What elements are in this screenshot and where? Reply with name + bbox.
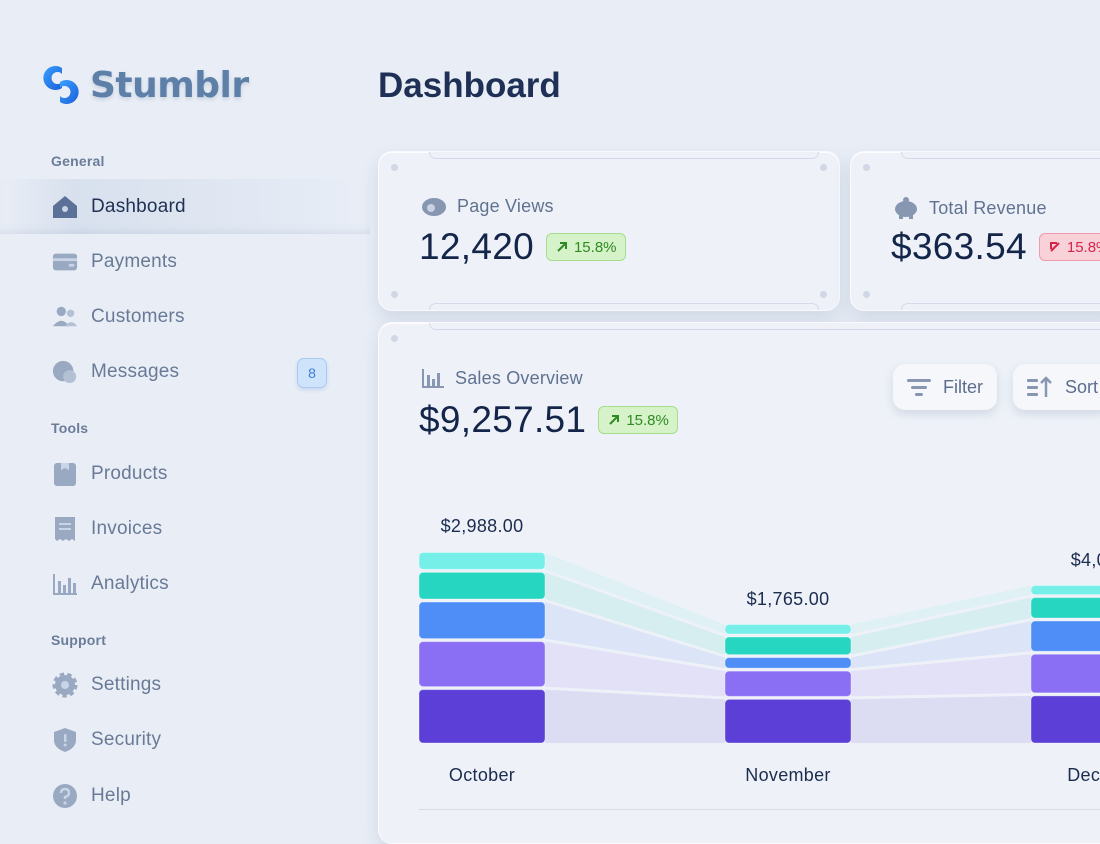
sales-overview-value: $9,257.51 bbox=[419, 399, 587, 440]
x-axis-label: November bbox=[745, 765, 831, 785]
page-views-card: Page Views 12,420 15.8% bbox=[378, 151, 840, 311]
sort-label: Sort bbox=[1065, 376, 1099, 397]
sidebar-item-label: Security bbox=[91, 728, 162, 750]
bar-segment-october-4[interactable] bbox=[418, 571, 546, 600]
sales-overview-card: Sales Overview $9,257.51 15.8% Filter So… bbox=[378, 322, 1100, 844]
bar-total-label: $4,00 bbox=[1070, 549, 1100, 570]
sidebar-item-payments[interactable]: Payments bbox=[0, 234, 370, 289]
filter-button[interactable]: Filter bbox=[893, 364, 997, 410]
x-axis-label: October bbox=[448, 765, 516, 785]
arrow-up-right-icon bbox=[609, 415, 620, 425]
flow-band bbox=[851, 585, 1031, 635]
bar-segment-december-3[interactable] bbox=[1030, 620, 1100, 652]
bar-segment-october-3[interactable] bbox=[418, 601, 546, 640]
sidebar-item-messages[interactable]: Messages 8 bbox=[0, 344, 370, 399]
sidebar-item-label: Settings bbox=[91, 673, 162, 695]
users-icon bbox=[52, 304, 78, 330]
brand-logo: Stumblr bbox=[40, 64, 249, 106]
bar-segment-december-5[interactable] bbox=[1030, 585, 1100, 596]
sales-overview-label: Sales Overview bbox=[455, 367, 583, 388]
sidebar-item-label: Customers bbox=[91, 305, 185, 327]
shield-icon bbox=[52, 727, 78, 753]
page-title: Dashboard bbox=[378, 66, 561, 105]
x-axis-label: Decen bbox=[1067, 765, 1100, 785]
piggy-bank-icon bbox=[895, 197, 917, 219]
flow-band bbox=[545, 572, 725, 655]
bar-segment-november-1[interactable] bbox=[724, 698, 852, 744]
total-revenue-change: 15.8% bbox=[1066, 238, 1100, 256]
sidebar-item-label: Invoices bbox=[91, 517, 163, 539]
home-icon bbox=[52, 194, 78, 220]
logo-icon bbox=[43, 66, 79, 104]
sidebar-item-label: Messages bbox=[91, 360, 180, 382]
bar-total-label: $1,765.00 bbox=[746, 588, 830, 609]
sidebar-item-settings[interactable]: Settings bbox=[0, 657, 370, 712]
sidebar-item-label: Dashboard bbox=[91, 195, 186, 217]
bar-segment-december-1[interactable] bbox=[1030, 695, 1100, 744]
flow-band bbox=[851, 654, 1031, 697]
sidebar-item-invoices[interactable]: Invoices bbox=[0, 501, 370, 556]
flow-band bbox=[545, 641, 725, 697]
bar-segment-october-1[interactable] bbox=[418, 689, 546, 744]
bar-segment-november-5[interactable] bbox=[724, 624, 852, 635]
sidebar-item-customers[interactable]: Customers bbox=[0, 289, 370, 344]
sidebar-item-label: Products bbox=[91, 462, 168, 484]
flow-band bbox=[545, 602, 725, 669]
filter-label: Filter bbox=[943, 376, 983, 397]
arrow-up-right-icon bbox=[557, 242, 567, 252]
sales-chart bbox=[418, 551, 1100, 744]
sort-button[interactable]: Sort bbox=[1013, 364, 1100, 410]
sidebar-item-analytics[interactable]: Analytics bbox=[0, 556, 370, 611]
sidebar-item-label: Analytics bbox=[91, 572, 169, 594]
credit-card-icon bbox=[52, 249, 78, 275]
help-icon bbox=[52, 783, 78, 809]
eye-icon bbox=[422, 197, 446, 216]
total-revenue-card: Total Revenue $363.54 15.8% bbox=[850, 151, 1100, 311]
section-label-general: General bbox=[51, 153, 105, 169]
bar-segment-november-2[interactable] bbox=[724, 670, 852, 697]
arrow-down-left-icon bbox=[1049, 242, 1060, 252]
sales-change: 15.8% bbox=[626, 411, 669, 429]
section-label-tools: Tools bbox=[51, 420, 89, 436]
sort-icon bbox=[1027, 376, 1052, 397]
bar-segment-december-2[interactable] bbox=[1030, 653, 1100, 694]
flow-band bbox=[851, 621, 1031, 669]
box-icon bbox=[52, 461, 78, 487]
sidebar-item-dashboard[interactable]: Dashboard bbox=[0, 179, 370, 234]
total-revenue-change-badge: 15.8% bbox=[1038, 233, 1100, 261]
bar-segment-november-3[interactable] bbox=[724, 657, 852, 669]
sidebar-item-products[interactable]: Products bbox=[0, 446, 370, 501]
flow-band bbox=[545, 552, 725, 635]
bar-total-label: $2,988.00 bbox=[440, 516, 524, 537]
messages-count-badge: 8 bbox=[297, 358, 327, 388]
bar-chart-icon bbox=[422, 369, 444, 388]
page-views-value: 12,420 bbox=[419, 226, 534, 267]
bar-segment-november-4[interactable] bbox=[724, 636, 852, 656]
flow-band bbox=[851, 695, 1031, 743]
page-views-change-badge: 15.8% bbox=[545, 233, 626, 261]
brand-name: Stumblr bbox=[90, 64, 249, 106]
flow-band bbox=[545, 689, 725, 743]
page-views-change: 15.8% bbox=[573, 238, 617, 256]
gear-icon bbox=[52, 672, 78, 698]
sales-change-badge: 15.8% bbox=[598, 406, 678, 434]
section-label-support: Support bbox=[51, 632, 107, 648]
sidebar-item-security[interactable]: Security bbox=[0, 712, 370, 767]
bar-segment-october-5[interactable] bbox=[418, 551, 546, 570]
total-revenue-label: Total Revenue bbox=[929, 197, 1047, 218]
bar-chart-icon bbox=[52, 571, 78, 597]
bar-segment-october-2[interactable] bbox=[418, 641, 546, 688]
filter-icon bbox=[907, 379, 931, 396]
page-views-label: Page Views bbox=[457, 196, 554, 216]
sidebar-item-label: Help bbox=[91, 784, 131, 806]
chat-icon bbox=[52, 359, 78, 385]
receipt-icon bbox=[52, 516, 78, 542]
sidebar-item-label: Payments bbox=[91, 250, 178, 272]
bar-segment-december-4[interactable] bbox=[1030, 597, 1100, 619]
chart-divider bbox=[419, 809, 1100, 810]
sidebar-item-help[interactable]: Help bbox=[0, 768, 370, 823]
flow-band bbox=[851, 597, 1031, 655]
total-revenue-value: $363.54 bbox=[891, 226, 1027, 267]
